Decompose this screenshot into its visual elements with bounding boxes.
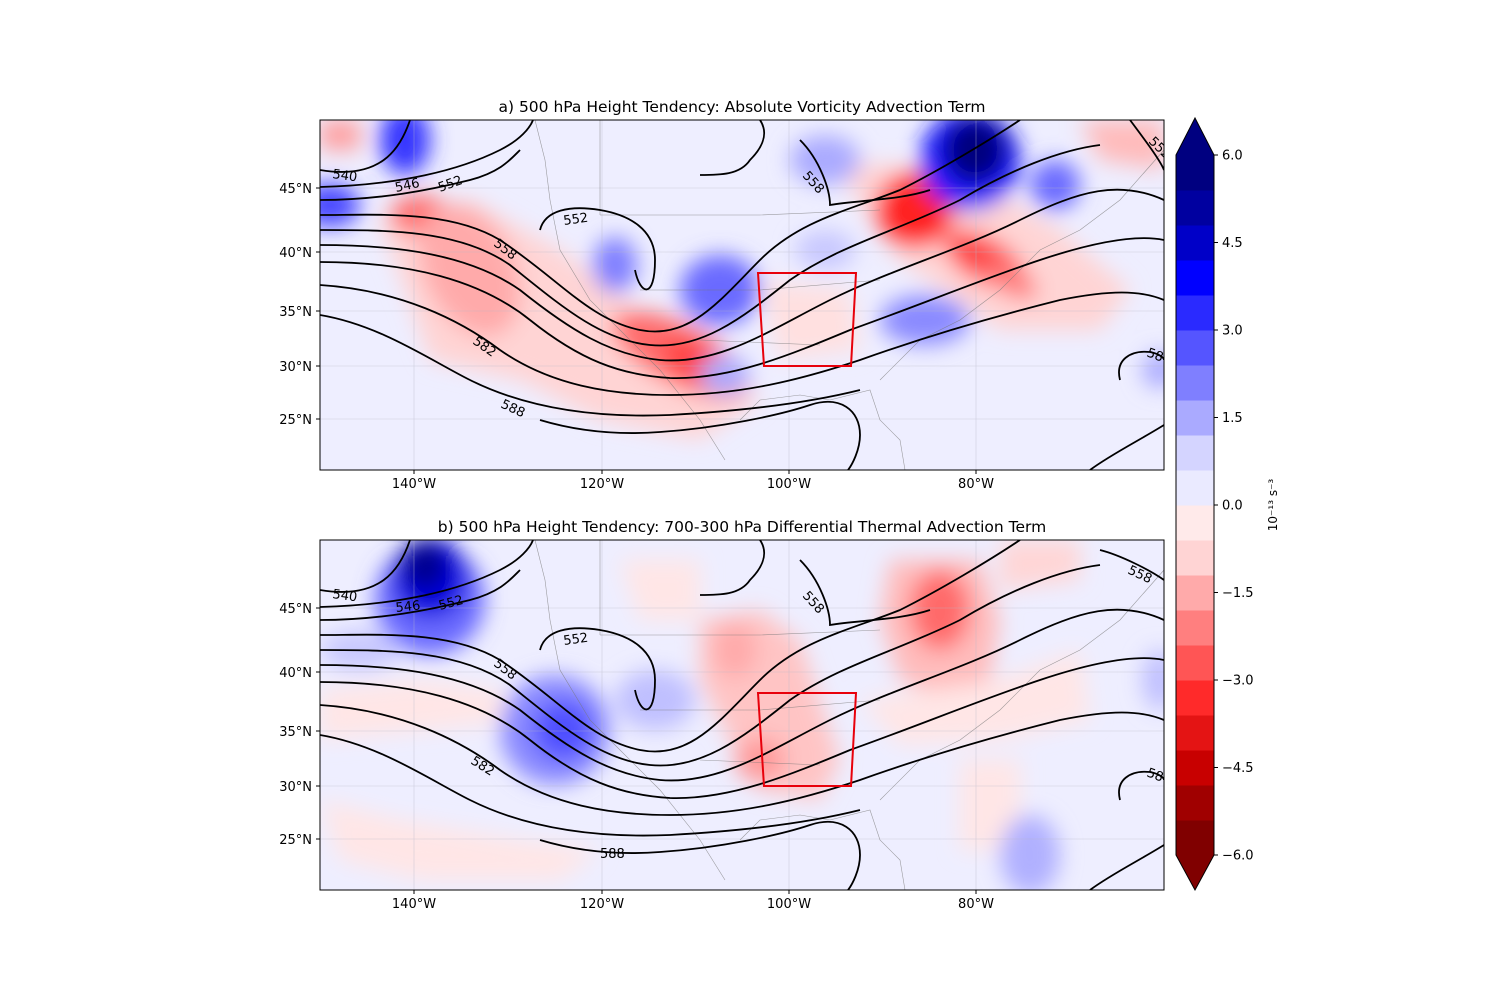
colorbar-bin bbox=[1176, 505, 1214, 541]
colorbar-bin bbox=[1176, 785, 1214, 821]
colorbar-bin bbox=[1176, 610, 1214, 646]
colorbar-bin bbox=[1176, 470, 1214, 506]
panel-a-lon-tick: 80°W bbox=[958, 477, 994, 492]
panel-b-frame bbox=[319, 539, 1165, 891]
panel-a-lon-tick: 120°W bbox=[580, 477, 624, 492]
colorbar-bin bbox=[1176, 575, 1214, 611]
panel-a-map: 540 546 552 552 558 558 582 588 552 58 bbox=[320, 120, 1166, 470]
panel-a-contour-label: 58 bbox=[1145, 346, 1166, 366]
colorbar-max-extension bbox=[1176, 118, 1214, 155]
colorbar-bin bbox=[1176, 295, 1214, 331]
panel-b-lat-tick: 40°N bbox=[279, 666, 312, 681]
panel-a-title: a) 500 hPa Height Tendency: Absolute Vor… bbox=[498, 98, 985, 116]
colorbar-bin bbox=[1176, 540, 1214, 576]
colorbar-bins bbox=[1176, 155, 1214, 856]
colorbar-bin bbox=[1176, 715, 1214, 751]
panel-b: b) 500 hPa Height Tendency: 700-300 hPa … bbox=[279, 518, 1166, 912]
colorbar-unit-label: 10⁻¹³ s⁻³ bbox=[1266, 479, 1280, 532]
panel-a-tick-marks bbox=[316, 187, 977, 474]
panel-b-contour-label: 588 bbox=[600, 847, 625, 862]
colorbar-tick-label: −4.5 bbox=[1222, 761, 1254, 776]
colorbar-bin bbox=[1176, 330, 1214, 366]
colorbar-bin bbox=[1176, 400, 1214, 436]
panel-a-lon-tick: 100°W bbox=[767, 477, 811, 492]
colorbar-bin bbox=[1176, 260, 1214, 296]
panel-a-lat-tick: 40°N bbox=[279, 246, 312, 261]
panel-a-lon-tick: 140°W bbox=[392, 477, 436, 492]
panel-b-contour-label: 552 bbox=[437, 593, 465, 614]
panel-b-lon-tick: 120°W bbox=[580, 897, 624, 912]
colorbar-min-extension bbox=[1176, 855, 1214, 890]
panel-b-lat-tick: 30°N bbox=[279, 780, 312, 795]
panel-b-lat-tick: 25°N bbox=[279, 833, 312, 848]
panel-b-contour-label: 552 bbox=[562, 631, 589, 649]
panel-b-highlight-box bbox=[756, 692, 858, 787]
panel-b-height-contours bbox=[320, 540, 1164, 890]
colorbar-bin bbox=[1176, 680, 1214, 716]
colorbar-bin bbox=[1176, 155, 1214, 191]
panel-a-contour-label: 540 bbox=[331, 167, 358, 185]
panel-b-title: b) 500 hPa Height Tendency: 700-300 hPa … bbox=[438, 518, 1046, 536]
panel-b-contour-label: 58 bbox=[1145, 766, 1166, 786]
colorbar-tick-label: 4.5 bbox=[1222, 236, 1243, 251]
panel-b-lon-tick: 100°W bbox=[767, 897, 811, 912]
panel-b-map: 540 546 552 552 558 558 582 588 558 58 bbox=[320, 540, 1166, 890]
panel-b-contour-label: 540 bbox=[331, 587, 358, 605]
colorbar-tick-label: −3.0 bbox=[1222, 674, 1254, 689]
panel-b-lon-tick: 80°W bbox=[958, 897, 994, 912]
panel-a-contour-label: 552 bbox=[562, 211, 589, 229]
panel-a-graticule bbox=[320, 120, 1164, 470]
colorbar-tick-label: 1.5 bbox=[1222, 411, 1243, 426]
panel-a-contour-label: 546 bbox=[394, 176, 421, 196]
colorbar-bin bbox=[1176, 225, 1214, 261]
panel-a-lat-tick: 35°N bbox=[279, 305, 312, 320]
panel-a-height-contours bbox=[320, 120, 1164, 470]
colorbar: 6.0 4.5 3.0 1.5 0.0 −1.5 −3.0 −4.5 −6.0 10⁻¹³ s⁻… bbox=[1175, 116, 1280, 892]
colorbar-bin bbox=[1176, 820, 1214, 856]
colorbar-ticks: 6.0 4.5 3.0 1.5 0.0 −1.5 −3.0 −4.5 −6.0 bbox=[1214, 149, 1254, 864]
colorbar-bin bbox=[1176, 365, 1214, 401]
panel-a-lat-tick: 45°N bbox=[279, 182, 312, 197]
colorbar-bin bbox=[1176, 645, 1214, 681]
panel-a-lat-tick: 30°N bbox=[279, 360, 312, 375]
colorbar-tick-label: −6.0 bbox=[1222, 849, 1254, 864]
panel-b-lon-tick: 140°W bbox=[392, 897, 436, 912]
panel-a-lat-tick: 25°N bbox=[279, 413, 312, 428]
colorbar-tick-label: 6.0 bbox=[1222, 149, 1243, 164]
colorbar-bin bbox=[1176, 190, 1214, 226]
panel-b-contour-label: 546 bbox=[395, 598, 421, 616]
panel-a-highlight-box bbox=[756, 272, 858, 367]
panel-b-lat-tick: 35°N bbox=[279, 725, 312, 740]
panel-a-frame bbox=[319, 119, 1165, 471]
colorbar-tick-label: 3.0 bbox=[1222, 324, 1243, 339]
colorbar-bin bbox=[1176, 750, 1214, 786]
panel-b-tick-marks bbox=[316, 607, 977, 894]
panel-b-lat-tick: 45°N bbox=[279, 602, 312, 617]
colorbar-tick-label: 0.0 bbox=[1222, 499, 1243, 514]
colorbar-tick-label: −1.5 bbox=[1222, 586, 1254, 601]
panel-b-coastlines bbox=[534, 540, 1164, 890]
colorbar-bin bbox=[1176, 435, 1214, 471]
panel-a: a) 500 hPa Height Tendency: Absolute Vor… bbox=[279, 98, 1166, 492]
